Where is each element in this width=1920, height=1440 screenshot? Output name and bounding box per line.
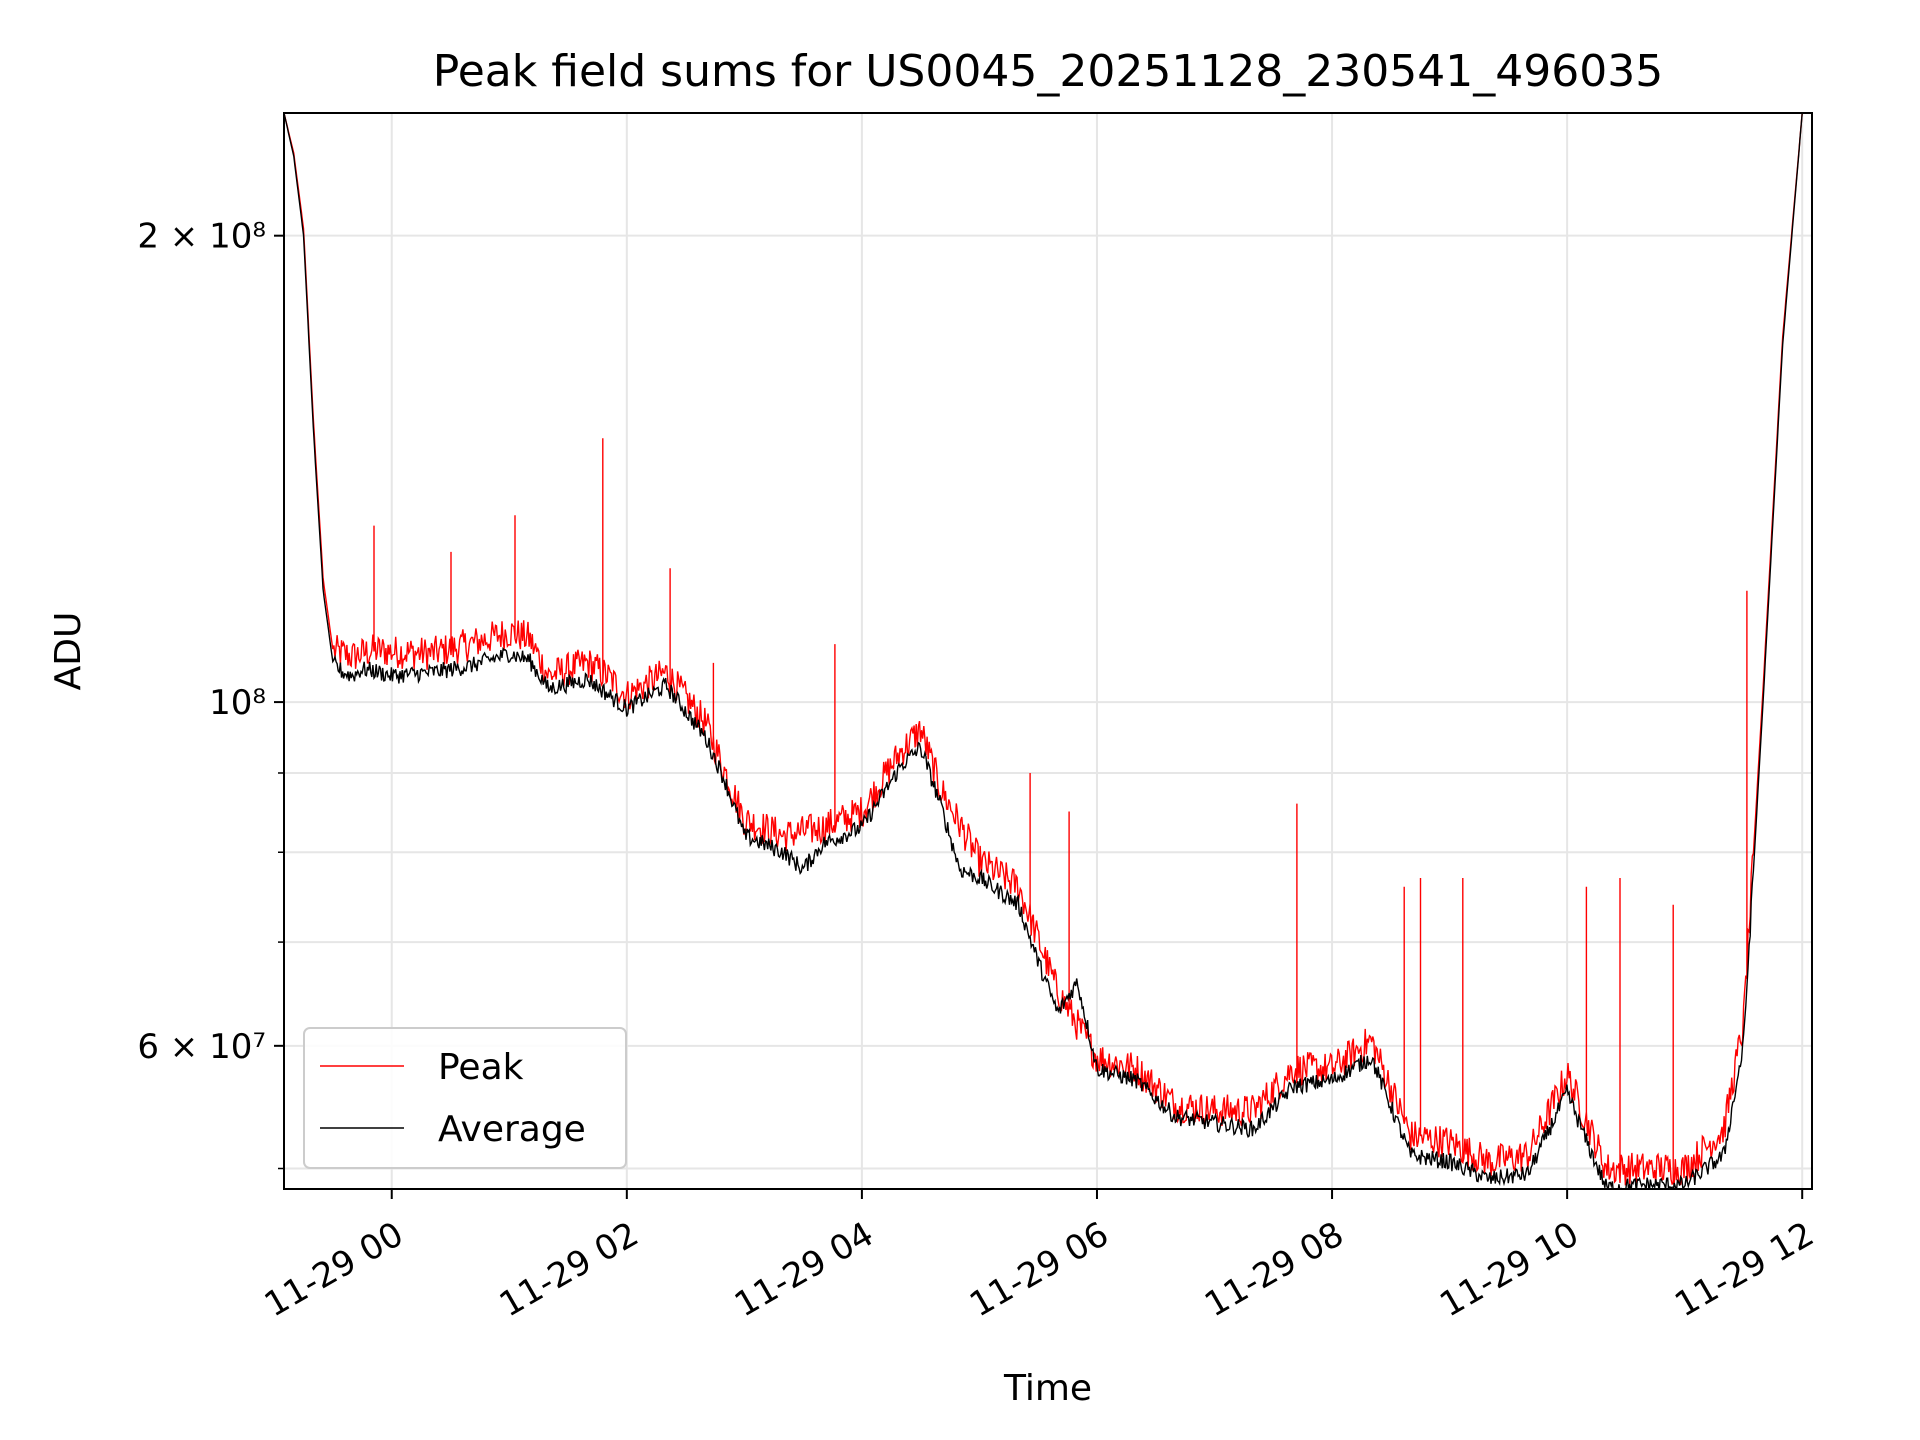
series-line-average <box>284 113 1803 1189</box>
series-line-peak <box>284 113 1803 1186</box>
x-tick-label: 11-29 02 <box>493 1214 645 1325</box>
x-axis-label: Time <box>1003 1368 1092 1409</box>
y-axis-ticks: 2 × 10⁸ 10⁸ 6 × 10⁷ <box>137 217 284 1170</box>
legend-label-peak: Peak <box>438 1047 524 1088</box>
chart-title: Peak field sums for US0045_20251128_2305… <box>433 46 1663 97</box>
legend-label-average: Average <box>438 1109 586 1150</box>
x-tick-label: 11-29 12 <box>1668 1214 1820 1325</box>
y-axis-label: ADU <box>48 612 89 691</box>
legend: Peak Average <box>303 1027 627 1169</box>
y-tick-label: 2 × 10⁸ <box>137 217 266 257</box>
y-tick-label: 10⁸ <box>209 683 266 723</box>
x-tick-label: 11-29 04 <box>728 1214 880 1325</box>
y-tick-label: 6 × 10⁷ <box>137 1027 266 1067</box>
plot-area <box>284 113 1803 1189</box>
x-tick-label: 11-29 10 <box>1433 1214 1585 1325</box>
x-tick-label: 11-29 08 <box>1198 1214 1350 1325</box>
x-tick-label: 11-29 06 <box>963 1214 1115 1325</box>
legend-box <box>303 1027 627 1169</box>
plot-frame <box>283 112 1813 1190</box>
x-tick-label: 11-29 00 <box>258 1214 410 1325</box>
x-axis-ticks: 11-29 00 11-29 02 11-29 04 11-29 06 11-29 08… <box>258 1189 1821 1325</box>
